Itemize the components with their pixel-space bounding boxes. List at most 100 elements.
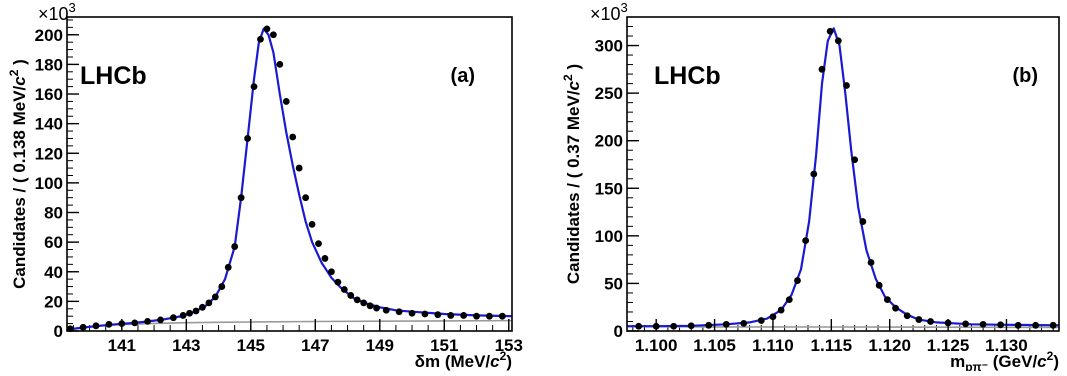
- x-tick-label: 141: [108, 336, 136, 355]
- data-point: [244, 135, 251, 142]
- data-point: [321, 255, 329, 262]
- y-tick-label: 120: [35, 144, 63, 163]
- data-point: [486, 312, 493, 320]
- data-point: [810, 170, 818, 178]
- data-point: [687, 322, 695, 330]
- x-tick-label: 1.105: [693, 336, 736, 355]
- chart-a-lhcb-label: LHCb: [80, 62, 147, 90]
- chart-panel-a: 141 143 145 147 149 151 153 0 20 40 60 80 100 120 140 1…: [0, 0, 530, 371]
- data-point: [105, 320, 113, 328]
- y-tick-label: 180: [35, 55, 63, 74]
- y-tick-label: 50: [604, 274, 623, 293]
- data-point: [722, 320, 730, 328]
- data-point: [263, 25, 271, 33]
- y-tick-label: 80: [44, 204, 63, 223]
- y-tick-label: 150: [595, 179, 623, 198]
- data-point: [276, 60, 284, 68]
- y-tick-label: 40: [44, 263, 63, 282]
- data-point: [875, 281, 883, 289]
- chart-b-y-axis-label: Candidates / ( 0.37 MeV/c2 ): [561, 64, 583, 284]
- data-point: [843, 82, 850, 89]
- data-point: [408, 309, 416, 317]
- data-point: [740, 319, 748, 327]
- data-point: [170, 314, 177, 322]
- data-point: [769, 313, 777, 321]
- chart-a-frame: [66, 16, 513, 332]
- data-point: [892, 304, 899, 312]
- data-point: [269, 31, 277, 39]
- data-point: [360, 299, 368, 307]
- data-point: [79, 323, 87, 331]
- data-point: [366, 302, 374, 310]
- data-point: [315, 240, 322, 248]
- data-point: [859, 218, 867, 225]
- data-point: [635, 322, 643, 330]
- data-point: [997, 321, 1005, 329]
- y-tick-label: 200: [35, 26, 63, 45]
- data-point: [334, 278, 342, 286]
- y-tick-label: 250: [595, 84, 623, 103]
- x-tick-label: 1.110: [752, 336, 794, 355]
- data-point: [962, 320, 969, 328]
- chart-a-x-axis-label: δm (MeV/c2): [415, 349, 512, 371]
- data-point: [818, 65, 826, 73]
- data-point: [224, 263, 232, 271]
- y-tick-label: 20: [44, 292, 63, 311]
- data-point: [157, 316, 164, 324]
- chart-a-y-axis-label: Candidates / ( 0.138 MeV/c2 ): [7, 59, 29, 289]
- y-tick-label: 100: [595, 227, 623, 246]
- data-point: [460, 312, 468, 319]
- data-point: [179, 312, 187, 319]
- data-point: [434, 311, 442, 319]
- data-point: [883, 296, 891, 303]
- x-tick-label: 147: [301, 336, 329, 355]
- chart-b-lhcb-label: LHCb: [654, 62, 721, 90]
- y-tick-label: 100: [35, 174, 63, 193]
- data-point: [237, 194, 245, 202]
- chart-b-svg: 1.100 1.105 1.110 1.115 1.120 1.125 1.130 0 50 10…: [561, 0, 1060, 374]
- data-point: [834, 37, 842, 45]
- data-point: [92, 322, 100, 330]
- data-point: [903, 312, 911, 320]
- data-point: [231, 243, 239, 250]
- data-point: [302, 194, 310, 202]
- y-tick-label: 0: [614, 322, 623, 341]
- data-point: [757, 317, 765, 324]
- chart-b-data-points: [635, 27, 1057, 330]
- chart-a-panel-label: (a): [451, 65, 475, 87]
- y-tick-label: 200: [595, 132, 623, 151]
- chart-b-panel-label: (b): [1012, 65, 1038, 87]
- data-point: [328, 268, 335, 276]
- x-tick-label: 153: [495, 336, 523, 355]
- data-point: [851, 156, 859, 164]
- data-point: [186, 309, 193, 317]
- data-point: [867, 259, 875, 266]
- data-point: [257, 35, 264, 43]
- data-point: [353, 296, 361, 304]
- x-tick-label: 1.120: [868, 336, 911, 355]
- chart-b-y-multiplier: ×103: [590, 0, 628, 24]
- data-point: [794, 277, 801, 284]
- data-point: [295, 164, 303, 172]
- data-point: [785, 296, 793, 303]
- data-point: [308, 220, 316, 228]
- y-tick-label: 300: [595, 37, 623, 56]
- data-point: [199, 303, 206, 311]
- x-tick-label: 1.115: [811, 336, 853, 355]
- x-tick-label: 1.125: [927, 336, 970, 355]
- data-point: [1014, 321, 1022, 329]
- chart-b-frame: [626, 16, 1060, 332]
- data-point: [826, 27, 834, 35]
- chart-a-ticks: 141 143 145 147 149 151 153 0 20 40 60 80 100 120 140 1…: [35, 26, 523, 355]
- data-point: [498, 312, 506, 320]
- data-point: [927, 318, 934, 325]
- chart-a-svg: 141 143 145 147 149 151 153 0 20 40 60 80 100 120 140 1…: [7, 0, 523, 371]
- y-tick-label: 160: [35, 85, 63, 104]
- data-point: [289, 133, 297, 141]
- data-point: [395, 308, 403, 316]
- x-tick-label: 145: [237, 336, 265, 355]
- data-point: [211, 293, 219, 301]
- data-point: [979, 320, 987, 328]
- data-point: [705, 321, 713, 329]
- y-tick-label: 0: [54, 322, 63, 341]
